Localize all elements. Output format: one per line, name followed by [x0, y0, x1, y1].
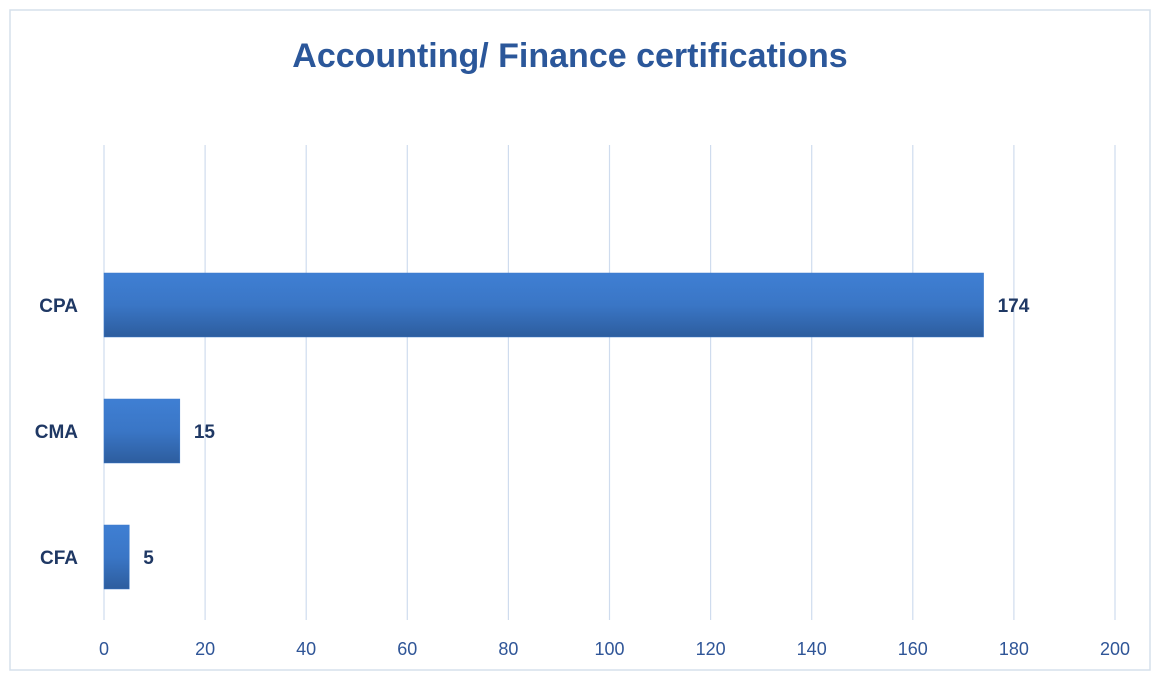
x-tick-label: 200 [1100, 639, 1130, 659]
x-tick-label: 20 [195, 639, 215, 659]
chart-border [9, 9, 1151, 671]
x-tick-label: 160 [898, 639, 928, 659]
x-tick-label: 80 [498, 639, 518, 659]
x-tick-label: 0 [99, 639, 109, 659]
x-tick-label: 60 [397, 639, 417, 659]
x-tick-label: 40 [296, 639, 316, 659]
data-label: 15 [194, 422, 216, 443]
y-tick-label: CMA [35, 422, 79, 443]
bar [103, 272, 984, 338]
x-tick-label: 100 [594, 639, 624, 659]
bar [103, 524, 130, 590]
y-tick-label: CPA [39, 296, 78, 317]
bar [103, 398, 181, 464]
data-label: 5 [143, 548, 154, 569]
y-tick-label: CFA [40, 548, 78, 569]
x-tick-label: 180 [999, 639, 1029, 659]
data-label: 174 [998, 296, 1030, 317]
x-tick-label: 120 [696, 639, 726, 659]
x-tick-label: 140 [797, 639, 827, 659]
chart-title: Accounting/ Finance certifications [292, 37, 847, 75]
